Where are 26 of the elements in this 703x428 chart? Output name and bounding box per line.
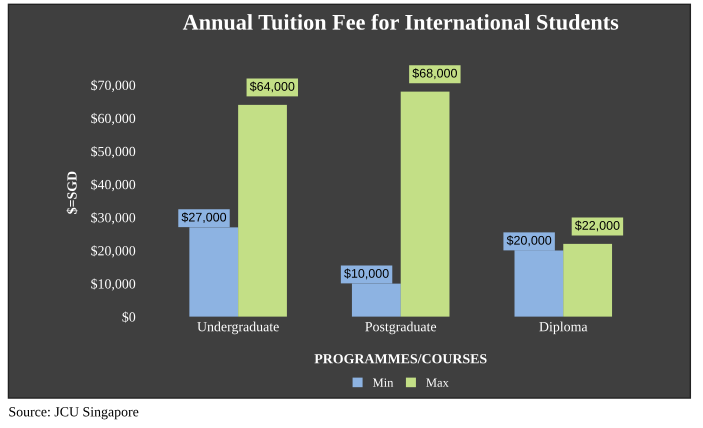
legend-label: Max xyxy=(426,378,449,387)
y-tick-label: $20,000 xyxy=(91,245,136,258)
y-tick-label: $60,000 xyxy=(91,112,136,126)
chart-title: Annual Tuition Fee for International Students xyxy=(182,14,618,30)
y-tick-label: $40,000 xyxy=(91,179,136,192)
x-tick-label: Undergraduate xyxy=(197,322,279,334)
bar xyxy=(238,104,287,317)
data-label: $22,000 xyxy=(574,220,620,232)
data-label: $10,000 xyxy=(344,268,389,280)
y-tick-label: $30,000 xyxy=(91,212,136,224)
data-label: $68,000 xyxy=(412,68,457,80)
data-label: $20,000 xyxy=(506,235,552,246)
data-label: $27,000 xyxy=(182,212,226,224)
y-tick-label: $0 xyxy=(122,311,136,323)
x-tick-label: Postgraduate xyxy=(365,322,436,334)
y-axis-title: $=SGD xyxy=(66,172,78,214)
bar xyxy=(563,244,612,317)
y-tick-label: $10,000 xyxy=(91,278,136,291)
x-tick-label: Diploma xyxy=(539,322,588,334)
y-tick-label: $50,000 xyxy=(91,146,136,158)
x-axis-title: PROGRAMMES/COURSES xyxy=(314,354,487,364)
data-label: $64,000 xyxy=(250,81,294,92)
y-tick-label: $70,000 xyxy=(91,80,136,92)
legend-label: Min xyxy=(372,378,394,387)
bar xyxy=(400,92,450,317)
source-note: Source: JCU Singapore xyxy=(9,407,138,420)
